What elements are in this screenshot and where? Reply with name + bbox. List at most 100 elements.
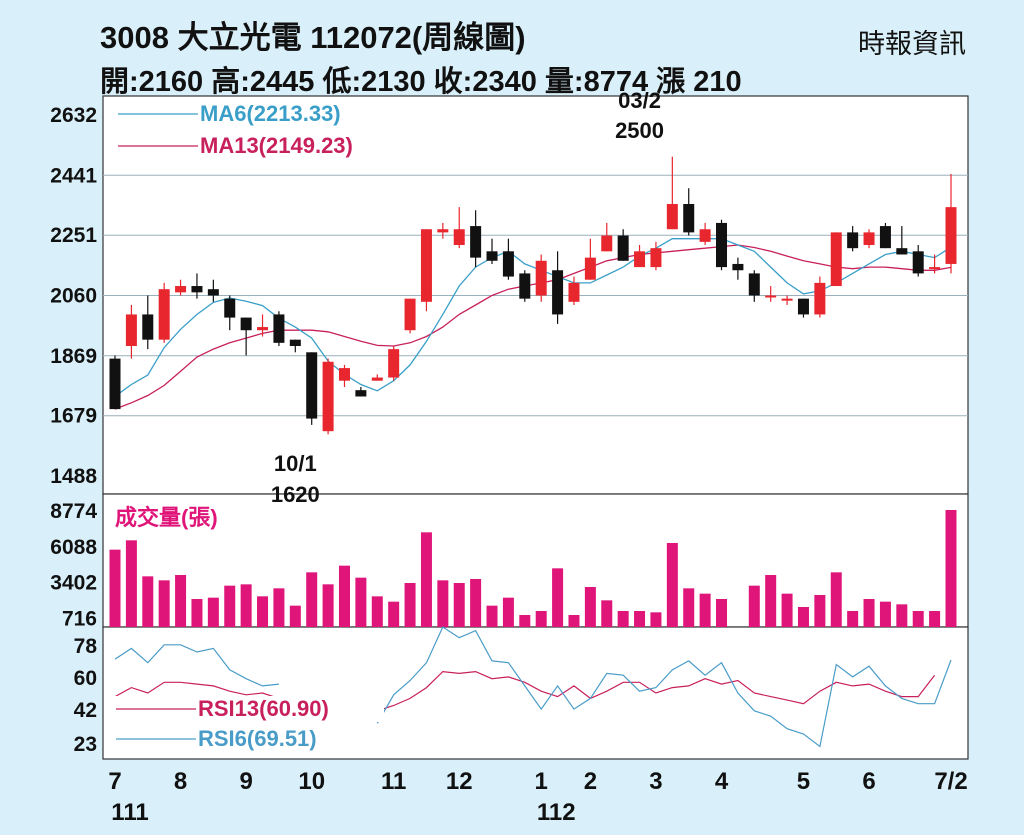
volume-bar [289,605,301,627]
candle-up [322,361,334,432]
candle-down [224,298,236,318]
month-label: 1 [535,768,548,795]
month-label: 8 [174,768,187,795]
month-label: 7/2 [934,768,967,795]
volume-bar [322,584,334,627]
candle-down [240,317,252,331]
rsi-tick-label: 78 [74,635,98,658]
candle-down [109,358,121,410]
candle-down [896,248,908,255]
volume-bar [568,614,580,627]
ohlc-summary: 開:2160 高:2445 低:2130 收:2340 量:8774 漲 210 [100,66,742,98]
volume-bar [912,610,924,627]
month-label: 5 [797,768,810,795]
volume-tick-label: 716 [62,607,97,630]
legend-label-ma6: MA6(2213.33) [200,101,341,126]
volume-bar [945,510,957,627]
volume-bar [797,606,809,627]
volume-bar [404,582,416,627]
month-label: 3 [649,768,662,795]
volume-bar [388,601,400,627]
volume-tick-label: 6088 [50,536,97,559]
candle-up [175,286,187,293]
volume-bar [617,610,629,627]
volume-bar [502,597,514,627]
volume-bar [879,601,891,627]
y-tick-labels: 2632 2441 2251 2060 1869 1679 1488 8774 6088 3402… [50,104,97,756]
volume-bar [666,542,678,627]
candle-down [306,352,318,419]
month-label: 7 [108,768,121,795]
candle-down [273,314,285,343]
volume-bar [683,588,695,627]
volume-bar [716,598,728,627]
rsi-tick-label: 23 [74,733,97,756]
candle-down [289,339,301,346]
candle-up [814,282,826,315]
rsi-tick-label: 42 [74,699,97,722]
candle-up [568,282,580,302]
volume-bar [470,578,482,627]
volume-bar [847,610,859,627]
volume-bar [830,572,842,627]
annotation-price: 2500 [615,118,664,143]
chart-title: 3008 大立光電 112072(周線圖) [100,20,526,55]
candle-down [191,286,203,293]
volume-bar [371,596,383,627]
volume-bar [306,572,318,627]
price-tick-label: 1488 [50,465,97,488]
source-label: 時報資訊 [858,29,966,59]
volume-bar [699,593,711,627]
year-label: 112 [537,799,576,826]
candle-up [420,229,432,302]
volume-bar [552,568,564,627]
annotation-date: 10/1 [274,451,317,476]
volume-bar [207,597,219,627]
candle-up [650,248,662,268]
month-label: 12 [446,768,473,795]
candle-up [863,232,875,246]
candle-down [519,273,531,299]
candle-down [912,251,924,274]
volume-bar [486,605,498,627]
volume-bars [109,510,957,627]
candle-down [617,235,629,261]
volume-bar [437,580,449,627]
volume-bar [240,584,252,627]
volume-bar [191,598,203,627]
ma6-line [114,238,952,398]
volume-bar [601,600,613,627]
candle-up [158,289,170,340]
volume-bar [453,582,465,627]
price-tick-label: 2251 [50,224,97,247]
candle-up [437,229,449,233]
ma13-line [114,244,952,410]
legend-label-ma13: MA13(2149.23) [200,133,353,158]
volume-bar [584,586,596,627]
candle-down [683,203,695,233]
year-label: 111 [111,799,148,826]
volume-bar [519,614,531,627]
annotation-price: 1620 [271,482,320,507]
candle-up [338,368,350,381]
rsi-lines [114,626,952,748]
rsi13-line [114,670,936,712]
candle-up [601,235,613,252]
price-tick-label: 2441 [50,164,97,187]
volume-bar [929,610,941,627]
volume-bar [125,540,137,627]
volume-bar [814,594,826,627]
candle-up [535,260,547,296]
candle-up [781,298,793,301]
rsi-tick-label: 60 [74,667,97,690]
candle-down [486,251,498,261]
volume-bar [650,612,662,627]
candle-up [404,298,416,331]
month-label: 6 [862,768,875,795]
candle-down [142,314,154,340]
volume-bar [175,574,187,627]
candle-down [355,390,367,397]
volume-tick-label: 3402 [50,572,97,595]
month-label: 9 [239,768,252,795]
